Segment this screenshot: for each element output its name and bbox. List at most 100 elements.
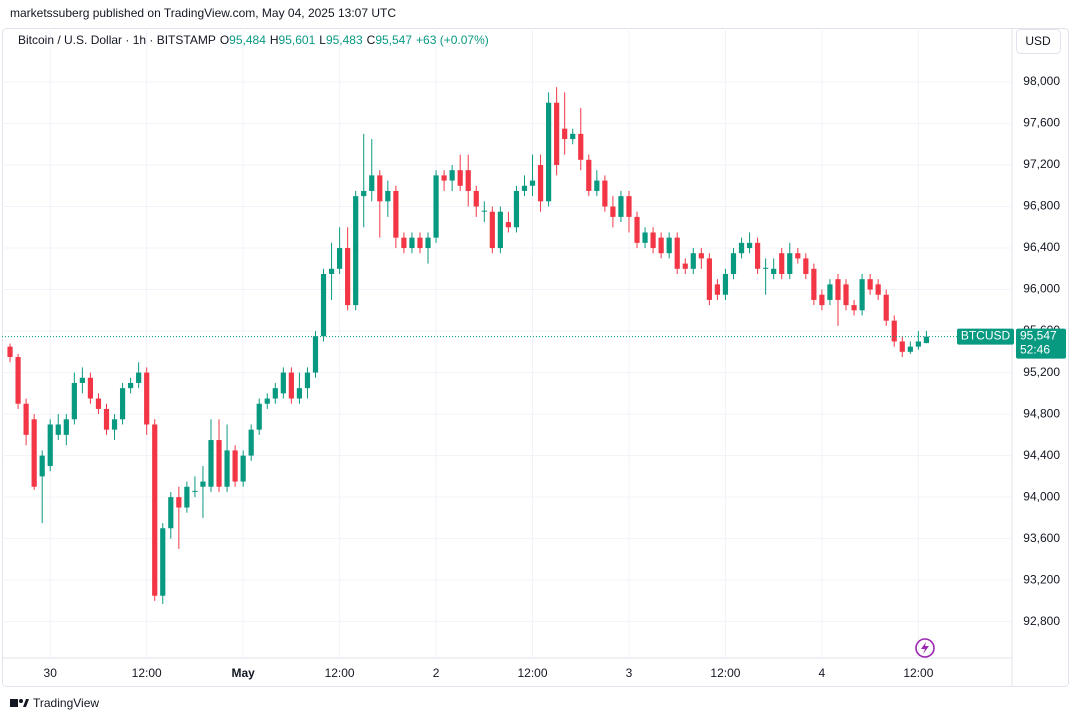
candle-body (144, 372, 150, 425)
candle-body (15, 357, 21, 404)
y-tick-label: 94,800 (1023, 406, 1060, 420)
candle-body (433, 175, 439, 238)
ohlc-label: O (220, 33, 229, 47)
candle-body (658, 237, 664, 254)
logo: TradingView (10, 696, 99, 710)
candle-body (128, 382, 134, 389)
icon-bolt[interactable] (921, 642, 929, 654)
ohlc-label: L (319, 33, 326, 47)
replay-icon[interactable] (915, 638, 935, 658)
candle-body (843, 284, 849, 306)
candle-body (417, 237, 423, 249)
change: +63 (+0.07%) (416, 33, 489, 47)
candle-body (521, 185, 528, 191)
x-tick-label: May (231, 666, 255, 680)
ohlc-label: C (367, 33, 376, 47)
y-tick-label: 97,600 (1023, 116, 1060, 130)
candle-body (425, 237, 431, 249)
candle-body (256, 403, 262, 430)
overlay: 92,800 93,200 93,600 94,000 94,400 94,800 95,2… (2, 74, 1066, 680)
candle-body (441, 175, 447, 181)
logo-mark (10, 699, 18, 707)
y-tick-label: 96,800 (1023, 199, 1060, 213)
candle-body (224, 450, 230, 487)
y-tick-label: 97,200 (1023, 157, 1060, 171)
candle-body (907, 346, 913, 352)
symbol-info: Bitcoin / U.S. Dollar · 1h · BITSTAMP O95… (18, 33, 489, 47)
candle-body (409, 237, 415, 249)
candle-body (546, 102, 552, 202)
currency-button[interactable] (1016, 29, 1061, 54)
candle-body (923, 336, 930, 344)
candle-body (819, 294, 825, 306)
candle-body (353, 196, 359, 306)
candle-body (47, 424, 53, 466)
candle-body (771, 268, 777, 274)
price-tag-label: 95,547 (1020, 329, 1057, 343)
x-tick-label: 12:00 (132, 666, 162, 680)
candle-body (168, 497, 174, 529)
currency-label[interactable]: USD (1025, 34, 1051, 48)
candle-body (55, 424, 61, 435)
candle-body (746, 242, 753, 249)
candle-body (473, 190, 479, 207)
grid (2, 28, 1012, 658)
candle-body (481, 210, 487, 212)
candle-body (240, 455, 246, 482)
candle-body (827, 284, 833, 300)
candle-body (457, 170, 463, 186)
y-tick-label: 96,000 (1023, 282, 1060, 296)
candle-body (875, 284, 881, 295)
candle-body (682, 263, 688, 269)
x-tick-label: 4 (819, 666, 826, 680)
y-tick-label: 93,600 (1023, 531, 1060, 545)
candle-body (71, 382, 77, 420)
candles (7, 87, 930, 605)
y-tick-label: 94,000 (1023, 489, 1060, 503)
candle-body (31, 419, 37, 487)
y-tick-label: 93,200 (1023, 572, 1060, 586)
candle-body (320, 273, 327, 337)
icon-ring[interactable] (915, 638, 935, 658)
candle-body (160, 528, 166, 596)
candle-body (891, 320, 897, 342)
candle-body (87, 377, 94, 399)
candle-body (803, 258, 809, 274)
candle-body (95, 398, 102, 409)
candle-body (39, 455, 45, 477)
ohlc-value: 95,483 (326, 33, 363, 47)
candle-body (562, 128, 568, 140)
candle-body (401, 237, 407, 249)
symbol: Bitcoin / U.S. Dollar · 1h · BITSTAMP (18, 33, 216, 47)
candle-body (883, 294, 889, 321)
candle-body (690, 253, 696, 269)
candle-body (779, 253, 785, 274)
candle-body (867, 279, 873, 290)
candle-body (288, 372, 294, 399)
candle-body (312, 336, 319, 373)
candle-body (738, 242, 745, 254)
candle-body (216, 440, 222, 487)
candle-body (899, 341, 905, 352)
ohlc-value: 95,484 (229, 33, 266, 47)
candle-body (63, 419, 69, 435)
candle-body (152, 424, 158, 596)
candle-body (345, 248, 351, 306)
y-tick-label: 92,800 (1023, 614, 1060, 628)
y-tick-label: 94,400 (1023, 448, 1060, 462)
candle-body (465, 170, 471, 191)
symbol-tag-label: BTCUSD (961, 329, 1011, 343)
candle-body (537, 165, 544, 202)
ohlc-value: 95,601 (279, 33, 316, 47)
candle-body (136, 372, 142, 383)
candle-body (714, 284, 721, 295)
x-tick-label: 2 (433, 666, 440, 680)
x-tick-label: 12:00 (903, 666, 933, 680)
candle-body (264, 398, 270, 404)
candle-body (602, 180, 608, 207)
candle-body (361, 190, 367, 197)
candle-body (208, 440, 214, 487)
candle-body (200, 481, 206, 487)
candle-body (698, 253, 704, 259)
